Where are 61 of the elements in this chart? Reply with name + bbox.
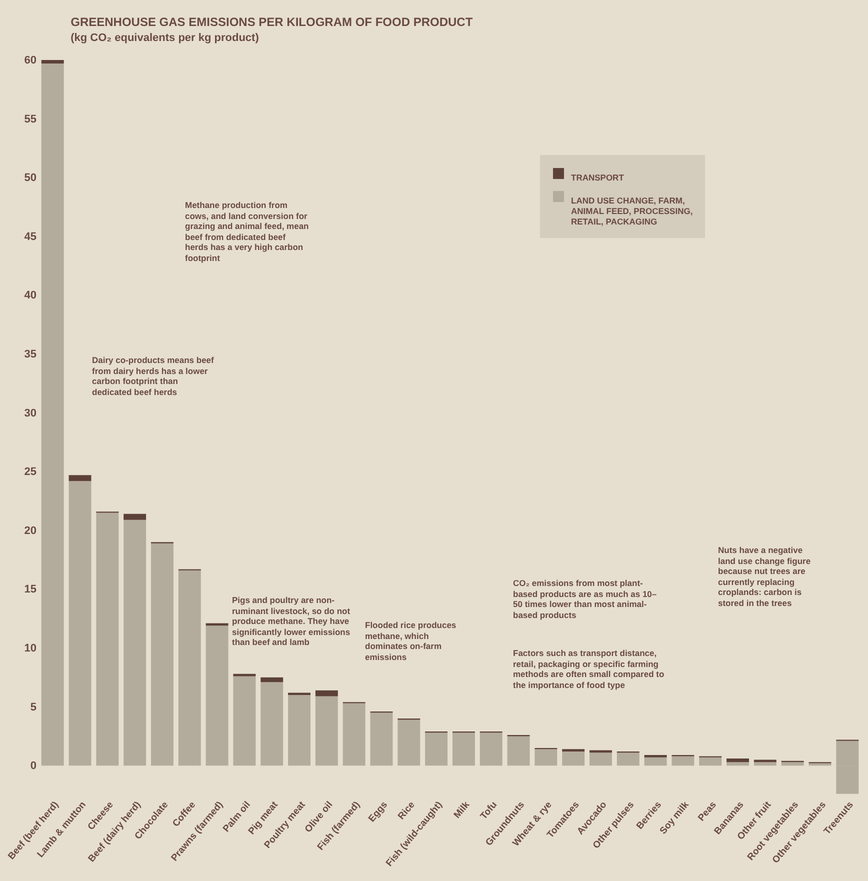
y-tick-label: 35 bbox=[24, 348, 36, 360]
annotation: Dairy co-products means beef from dairy herds has a lower carbon footprint than dedicated beef herds bbox=[92, 355, 215, 397]
bar bbox=[644, 757, 667, 766]
y-tick-label: 10 bbox=[24, 642, 36, 654]
annotation: Nuts have a negative land use change figure because nut trees are currently replacing croplands: carbon is stored in the trees bbox=[718, 545, 812, 608]
bar bbox=[124, 514, 146, 520]
legend-label: TRANSPORT bbox=[571, 172, 625, 182]
bar bbox=[425, 732, 448, 766]
y-tick-label: 20 bbox=[24, 524, 36, 537]
legend-label: LAND USE CHANGE, FARM, ANIMAL FEED, PROCESSING, RETAIL, PACKAGING bbox=[571, 196, 693, 226]
bar bbox=[507, 736, 530, 766]
annotation: Factors such as transport distance, retail, packaging or specific farming methods are often small compared to the importance of food type bbox=[513, 648, 666, 690]
bar bbox=[699, 757, 722, 766]
bar bbox=[68, 475, 92, 482]
bar bbox=[124, 520, 146, 766]
bar bbox=[315, 690, 338, 696]
y-tick-label: 5 bbox=[30, 701, 36, 714]
bar bbox=[41, 60, 64, 64]
bar bbox=[754, 760, 776, 762]
bar bbox=[370, 712, 393, 766]
y-tick-label: 25 bbox=[24, 466, 36, 478]
bar bbox=[288, 695, 310, 766]
bar bbox=[534, 749, 558, 766]
chart-title: GREENHOUSE GAS EMISSIONS PER KILOGRAM OF FOOD PRODUCT bbox=[70, 15, 474, 29]
y-tick-label: 45 bbox=[24, 230, 36, 243]
y-tick-label: 50 bbox=[24, 172, 36, 184]
bar bbox=[781, 762, 804, 766]
y-tick-label: 30 bbox=[24, 407, 36, 420]
bar bbox=[342, 703, 366, 766]
bar bbox=[260, 682, 284, 766]
bar bbox=[480, 732, 502, 766]
bar bbox=[616, 752, 640, 766]
annotation: Pigs and poultry are non-ruminant livestock, so do not produce methane. They have significantly lower emissions than beef and lamb bbox=[232, 595, 352, 648]
y-tick-label: 15 bbox=[24, 584, 36, 596]
chart-subtitle: (kg CO₂ equivalents per kg product) bbox=[70, 32, 260, 44]
bar bbox=[452, 732, 475, 766]
annotation: Flooded rice produces methane, which dominates on-farm emissions bbox=[365, 620, 458, 662]
bar bbox=[672, 756, 694, 766]
annotation: Methane production from cows, and land conversion for grazing and animal feed, mean beef from dedicated beef herds has a very high carbon footprint bbox=[185, 200, 310, 263]
bar bbox=[178, 570, 201, 766]
y-tick-label: 55 bbox=[24, 113, 36, 126]
y-tick-label: 40 bbox=[24, 290, 36, 302]
bar bbox=[41, 64, 64, 766]
bar bbox=[754, 762, 776, 766]
annotation: CO₂ emissions from most plant-based products are as much as 10–50 times lower than most animal-based products bbox=[513, 578, 658, 620]
bar bbox=[288, 692, 310, 696]
bar bbox=[398, 720, 420, 766]
bar bbox=[590, 752, 612, 766]
bar bbox=[726, 762, 750, 766]
bar bbox=[315, 696, 338, 766]
bar bbox=[96, 512, 119, 766]
bar bbox=[233, 676, 256, 766]
bar bbox=[68, 481, 92, 766]
bar bbox=[726, 758, 750, 762]
bar bbox=[562, 751, 585, 766]
bar bbox=[260, 677, 284, 682]
y-tick-label: 0 bbox=[30, 760, 36, 772]
bar bbox=[808, 763, 832, 766]
bar bbox=[150, 543, 174, 766]
y-tick-label: 60 bbox=[24, 54, 36, 66]
bar bbox=[206, 626, 228, 766]
